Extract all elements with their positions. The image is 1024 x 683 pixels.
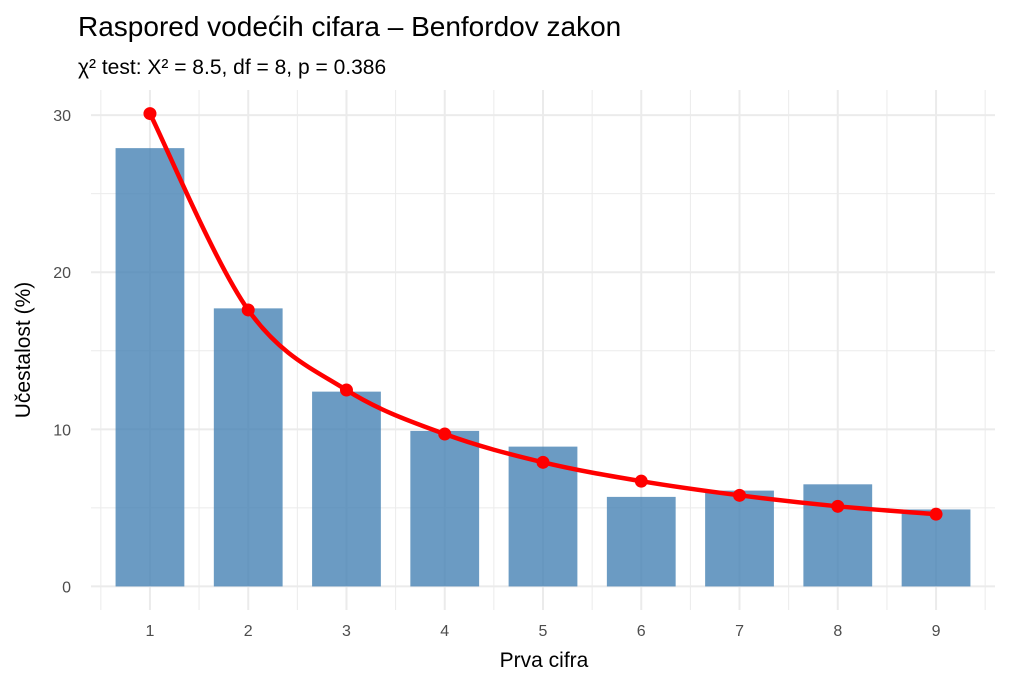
x-tick-label: 1 [146, 623, 155, 640]
bar-6 [606, 496, 676, 587]
bar-series [115, 148, 971, 587]
expected-point-8 [831, 499, 845, 513]
line-series [143, 107, 943, 521]
x-axis-ticks: 1 2 3 4 5 6 7 8 9 [146, 623, 941, 640]
expected-point-5 [536, 455, 550, 469]
chart-title: Raspored vodećih cifara – Benfordov zako… [78, 11, 621, 42]
x-tick-label: 9 [932, 623, 941, 640]
bar-3 [312, 391, 381, 587]
bar-5 [508, 446, 578, 587]
y-tick-label: 10 [53, 422, 71, 439]
expected-point-6 [634, 474, 648, 488]
x-axis-title: Prva cifra [500, 649, 589, 672]
bar-8 [803, 484, 873, 587]
x-tick-label: 6 [637, 623, 646, 640]
bar-2 [213, 308, 283, 587]
expected-point-7 [733, 488, 747, 502]
y-tick-label: 0 [62, 579, 71, 596]
bar-4 [410, 430, 480, 587]
expected-point-1 [143, 107, 157, 121]
x-tick-label: 7 [735, 623, 744, 640]
bar-7 [705, 490, 774, 587]
x-tick-label: 5 [539, 623, 548, 640]
expected-point-4 [438, 427, 452, 441]
x-tick-label: 4 [440, 623, 449, 640]
x-tick-label: 3 [342, 623, 351, 640]
x-tick-label: 2 [244, 623, 253, 640]
x-tick-label: 8 [833, 623, 842, 640]
y-tick-label: 30 [53, 108, 71, 125]
expected-point-3 [339, 383, 353, 397]
bar-9 [901, 509, 971, 587]
bar-1 [115, 148, 185, 587]
y-tick-label: 20 [53, 265, 71, 282]
y-axis-title: Učestalost (%) [12, 282, 35, 419]
expected-point-2 [241, 303, 255, 317]
chart-subtitle: χ² test: X² = 8.5, df = 8, p = 0.386 [78, 56, 386, 79]
expected-point-9 [929, 507, 943, 521]
y-axis-ticks: 0 10 20 30 [53, 108, 71, 596]
